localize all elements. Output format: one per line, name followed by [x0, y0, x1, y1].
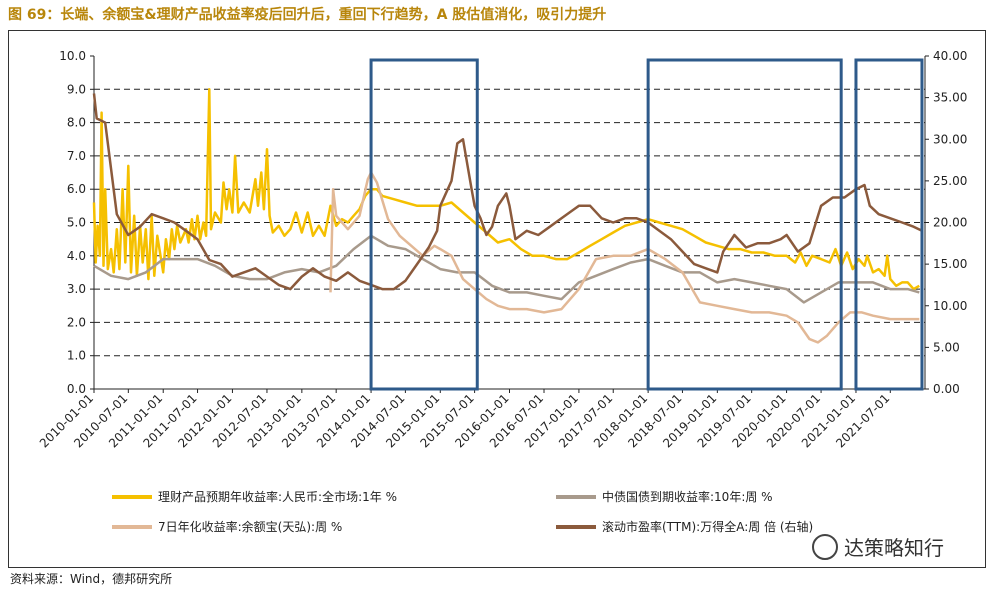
- y-right-tick-label: 20.00: [933, 216, 967, 230]
- line-chart: 0.0 1.0 2.0 3.0 4.0 5.0 6.0 7.0 8.0 9.0 10.0 0.00 5.…: [37, 49, 967, 450]
- legend-item-wealth-yield: 理财产品预期年收益率:人民币:全市场:1年 %: [112, 488, 397, 505]
- y-right-tick-label: 5.00: [933, 340, 960, 354]
- y-left-tick-label: 8.0: [67, 116, 86, 130]
- source-note: 资料来源：Wind，德邦研究所: [10, 572, 173, 586]
- y-left-tick-label: 0.0: [67, 382, 86, 396]
- y-right-tick-label: 30.00: [933, 132, 967, 146]
- legend-swatch: [556, 524, 596, 529]
- watermark-text: 达策略知行: [844, 536, 944, 560]
- y-left-tick-label: 9.0: [67, 82, 86, 96]
- y-right-tick-label: 10.00: [933, 299, 967, 313]
- y-left-tick-label: 1.0: [67, 349, 86, 363]
- figure-title: 图 69：长端、余额宝&理财产品收益率疫后回升后，重回下行趋势，A 股估值消化，…: [8, 7, 607, 23]
- legend-swatch: [112, 524, 152, 529]
- y-left-tick-label: 7.0: [67, 149, 86, 163]
- y-right-tick-label: 35.00: [933, 91, 967, 105]
- y-right-tick-label: 40.00: [933, 49, 967, 63]
- legend-swatch: [112, 494, 152, 499]
- y-right-tick-label: 25.00: [933, 174, 967, 188]
- series-line-4: [92, 93, 923, 291]
- y-left-tick-label: 6.0: [67, 182, 86, 196]
- highlight-box: [646, 58, 843, 391]
- y-left-tick-label: 4.0: [67, 249, 86, 263]
- highlight-box: [369, 58, 479, 391]
- chart-frame: [8, 30, 986, 568]
- y-left-tick-label: 10.0: [59, 49, 86, 63]
- y-left-tick-label: 2.0: [67, 315, 86, 329]
- legend-label: 理财产品预期年收益率:人民币:全市场:1年 %: [158, 490, 397, 504]
- y-right-tick-label: 15.00: [933, 257, 967, 271]
- y-right-tick-label: 0.00: [933, 382, 960, 396]
- legend-item-pe-ttm: 滚动市盈率(TTM):万得全A:周 倍 (右轴): [556, 518, 813, 535]
- legend-label: 中债国债到期收益率:10年:周 %: [602, 490, 773, 504]
- legend-label: 滚动市盈率(TTM):万得全A:周 倍 (右轴): [602, 520, 814, 534]
- legend-item-bond-yield: 中债国债到期收益率:10年:周 %: [556, 488, 773, 505]
- watermark: 达策略知行: [812, 532, 944, 561]
- legend-label: 7日年化收益率:余额宝(天弘):周 %: [158, 520, 343, 534]
- y-left-tick-label: 3.0: [67, 282, 86, 296]
- y-left-tick-label: 5.0: [67, 216, 86, 230]
- series-line-1: [92, 88, 920, 291]
- legend-item-yuebao-yield: 7日年化收益率:余额宝(天弘):周 %: [112, 518, 342, 535]
- wechat-icon: [812, 533, 838, 560]
- series-line-3: [329, 171, 920, 344]
- highlight-box: [854, 58, 924, 391]
- series-line-2: [93, 234, 920, 304]
- legend-swatch: [556, 494, 596, 499]
